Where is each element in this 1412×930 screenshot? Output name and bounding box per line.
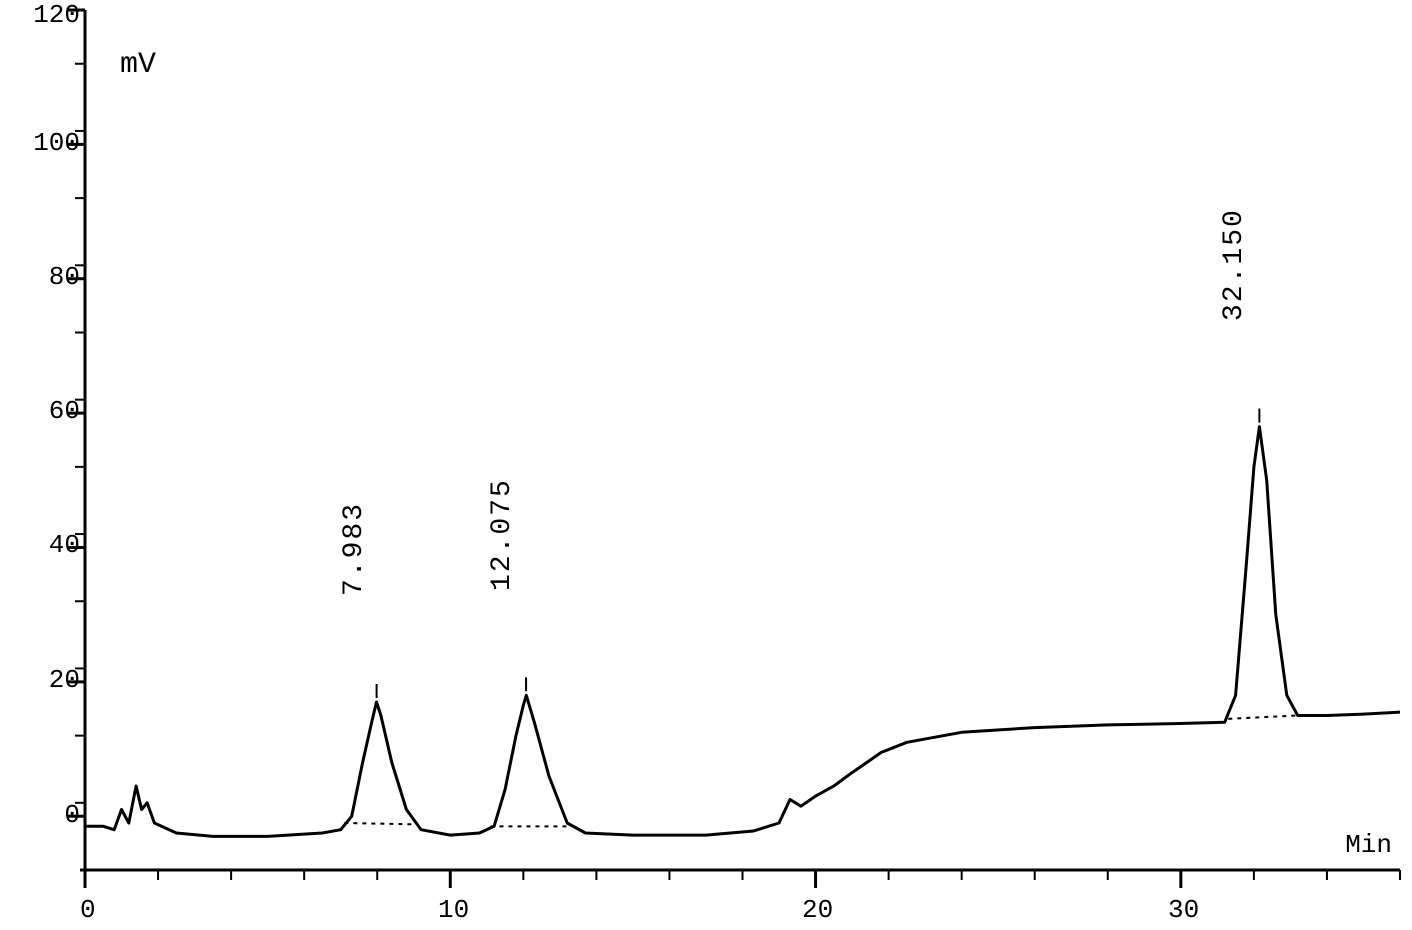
peak-label: 12.075	[487, 478, 518, 591]
y-tick-label: 40	[49, 530, 80, 560]
y-tick-label: 120	[33, 0, 80, 30]
peak-label: 32.150	[1219, 208, 1250, 321]
chart-svg	[0, 0, 1412, 930]
y-tick-label: 100	[33, 128, 80, 158]
y-axis-unit-label: mV	[120, 48, 156, 82]
y-tick-label: 80	[49, 262, 80, 292]
y-tick-label: 0	[64, 800, 80, 830]
x-tick-label: 20	[802, 895, 833, 925]
x-tick-label: 0	[80, 895, 96, 925]
y-tick-label: 20	[49, 665, 80, 695]
x-axis-unit-label: Min	[1345, 830, 1392, 860]
chromatogram-chart: mV Min 120 100 80 60 40 20 0 0 10 20 30 …	[0, 0, 1412, 930]
x-tick-label: 10	[438, 895, 469, 925]
y-tick-label: 60	[49, 396, 80, 426]
x-tick-label: 30	[1168, 895, 1199, 925]
peak-label: 7.983	[339, 502, 370, 596]
